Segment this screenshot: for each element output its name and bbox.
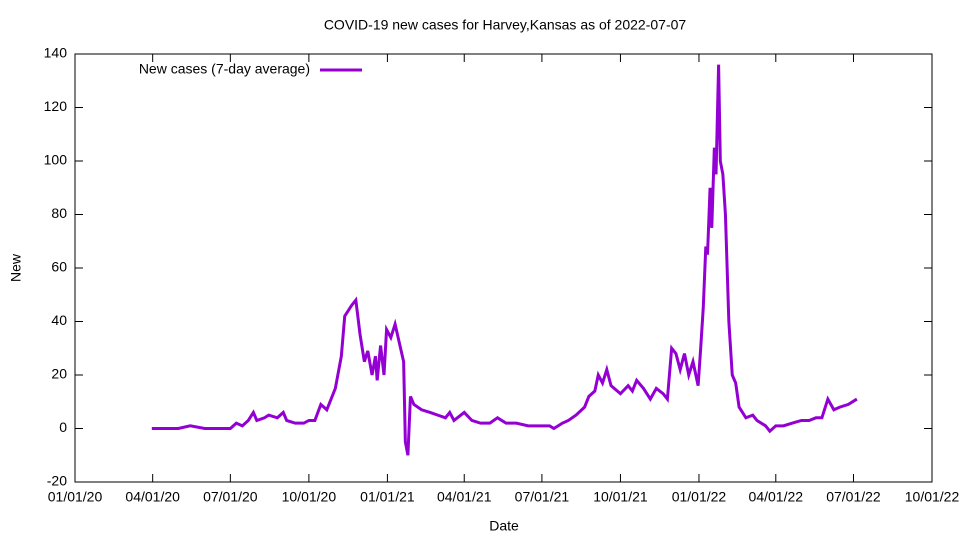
x-tick-label: 04/01/21 (437, 489, 492, 505)
y-axis-label: New (8, 253, 24, 282)
x-tick-label: 07/01/20 (203, 489, 258, 505)
y-tick-label: 140 (44, 45, 68, 61)
y-tick-label: 20 (51, 366, 67, 382)
x-axis-label: Date (489, 518, 519, 534)
x-tick-label: 10/01/22 (905, 489, 960, 505)
y-tick-label: 100 (44, 152, 68, 168)
x-tick-label: 04/01/22 (749, 489, 804, 505)
x-tick-label: 07/01/21 (515, 489, 570, 505)
chart-title: COVID-19 new cases for Harvey,Kansas as … (324, 17, 687, 33)
x-tick-label: 01/01/21 (360, 489, 415, 505)
data-line (151, 64, 858, 456)
plot-frame (74, 53, 933, 483)
legend-label: New cases (7-day average) (139, 61, 310, 77)
y-tick-label: -20 (47, 473, 67, 489)
x-tick-label: 01/01/22 (672, 489, 727, 505)
y-tick-label: 80 (51, 205, 67, 221)
y-tick-label: 120 (44, 98, 68, 114)
x-tick-label: 01/01/20 (48, 489, 103, 505)
x-tick-label: 10/01/21 (593, 489, 648, 505)
x-tick-label: 07/01/22 (826, 489, 881, 505)
y-tick-label: 0 (59, 419, 67, 435)
y-tick-label: 40 (51, 312, 67, 328)
x-tick-label: 10/01/20 (282, 489, 337, 505)
x-tick-label: 04/01/20 (125, 489, 180, 505)
y-tick-label: 60 (51, 259, 67, 275)
